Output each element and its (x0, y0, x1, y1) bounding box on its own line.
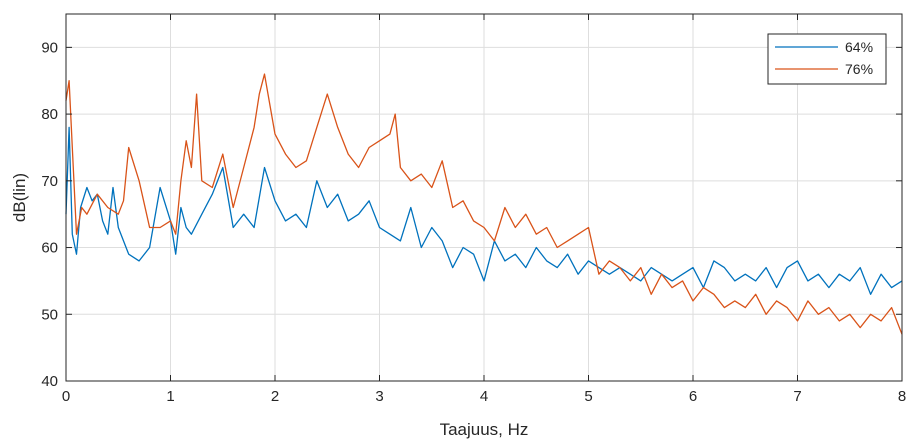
y-tick-label: 90 (41, 39, 58, 56)
y-tick-label: 50 (41, 306, 58, 323)
y-tick-label: 60 (41, 240, 58, 257)
x-tick-label: 0 (62, 388, 70, 405)
x-axis-label: Taajuus, Hz (440, 420, 529, 439)
legend-label-76: 76% (845, 61, 873, 77)
x-tick-label: 6 (689, 388, 697, 405)
legend: 64% 76% (767, 33, 887, 85)
x-tick-label: 1 (166, 388, 174, 405)
x-tick-label: 8 (898, 388, 906, 405)
tick-labels: 0 1 2 3 4 5 6 7 8 40 50 60 70 80 90 (41, 14, 906, 405)
series-layer (65, 73, 903, 335)
x-tick-label: 4 (480, 388, 488, 405)
x-tick-label: 3 (375, 388, 383, 405)
x-tick-label: 2 (271, 388, 279, 405)
y-tick-label: 40 (41, 373, 58, 390)
legend-box (767, 33, 887, 85)
y-axis-label: dB(lin) (10, 173, 29, 222)
x-tick-label: 7 (793, 388, 801, 405)
series-line-1 (65, 73, 903, 335)
x-tick-label: 5 (584, 388, 592, 405)
y-tick-label: 80 (41, 106, 58, 123)
y-tick-label: 70 (41, 173, 58, 190)
series-line-0 (65, 126, 903, 295)
legend-label-64: 64% (845, 39, 873, 55)
